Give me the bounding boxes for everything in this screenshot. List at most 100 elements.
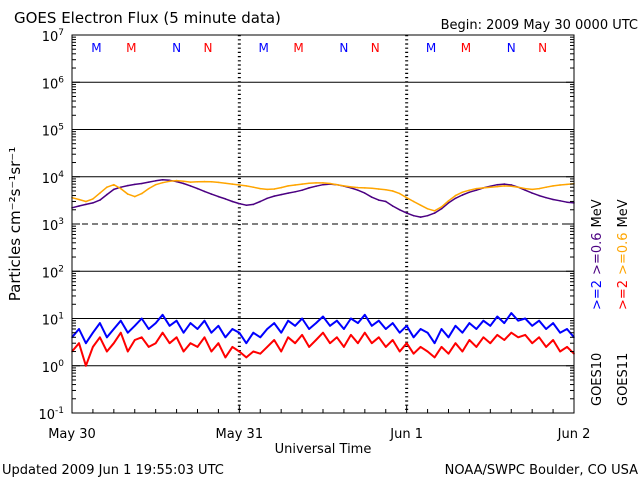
begin-label: Begin: 2009 May 30 0000 UTC [441,18,638,33]
data-point [433,342,436,345]
data-point [426,207,429,210]
data-point [440,328,443,330]
marker-label: M [461,41,471,55]
data-point [454,194,457,197]
data-point [106,186,108,189]
data-point [447,336,450,339]
marker-label: M [259,41,269,55]
x-ticks: May 30 May 31 Jun 1 Jun 2 [48,405,590,442]
data-point [322,315,324,318]
legend-unit-goes10: MeV [590,199,605,227]
data-point [301,334,303,336]
data-point [133,183,136,186]
data-point [475,328,478,330]
data-point [391,322,394,324]
data-point [545,186,547,189]
y-tick-label: 103 [42,217,64,234]
data-point [371,325,373,327]
legend-goes11-low: >=0.6 [616,232,631,274]
data-point [92,202,94,204]
data-point [280,331,282,334]
data-point [147,328,150,330]
data-point [538,336,540,339]
data-point [405,342,408,345]
data-point [531,188,533,191]
data-point [357,189,359,191]
data-point [398,331,401,334]
data-point [140,317,143,320]
data-point [419,346,422,348]
data-point [531,342,533,345]
data-point [496,183,499,186]
data-point [133,339,136,341]
marker-label: N [172,41,181,55]
data-point [322,331,324,334]
data-point [384,200,387,203]
data-point [454,197,457,200]
data-point [343,185,345,187]
data-point [140,192,143,195]
chart-title: GOES Electron Flux (5 minute data) [14,9,281,27]
data-point [405,196,408,199]
data-point [566,328,568,330]
data-point [350,334,352,336]
data-point [266,197,269,200]
legend-goes10-high: >=2 [590,280,605,310]
data-point [224,198,227,200]
data-point [203,180,206,183]
data-point [231,346,234,348]
data-point [154,342,157,345]
data-point [287,185,289,187]
data-point [412,352,415,355]
data-point [482,319,485,322]
y-tick-label: 102 [42,264,64,281]
data-point [120,187,122,190]
data-point [315,182,317,184]
x-axis-label: Universal Time [275,442,372,457]
data-point [294,191,296,193]
data-point [217,342,220,345]
data-point [552,198,554,201]
data-point [468,322,471,324]
data-point [503,185,506,187]
data-point [120,319,122,322]
data-point [294,184,296,186]
data-point [126,331,129,334]
data-point [391,339,394,341]
data-point [503,339,506,341]
data-point [489,186,492,189]
gridlines [72,81,574,367]
data-point [405,325,408,327]
data-point [357,186,359,189]
data-point [210,350,213,353]
data-point [419,216,422,218]
data-point [552,322,554,324]
data-point [377,319,380,322]
data-point [113,328,115,330]
data-point [161,331,164,334]
data-point [154,180,157,182]
data-point [147,346,150,348]
data-point [552,185,554,187]
data-point [175,336,178,339]
day-separators [237,35,409,413]
data-point [336,336,338,339]
data-point [461,331,464,334]
data-point [182,180,185,183]
data-point [210,331,213,334]
data-point [78,205,80,207]
data-point [426,331,429,334]
data-point [371,187,373,190]
data-point [161,179,164,181]
data-point [468,339,471,341]
data-point [217,325,220,327]
data-point [287,336,289,339]
data-point [391,190,394,192]
data-point [231,183,234,185]
data-point [315,185,317,188]
data-point [113,342,115,345]
data-point [259,187,262,190]
data-point [203,190,206,193]
data-point [315,322,317,324]
